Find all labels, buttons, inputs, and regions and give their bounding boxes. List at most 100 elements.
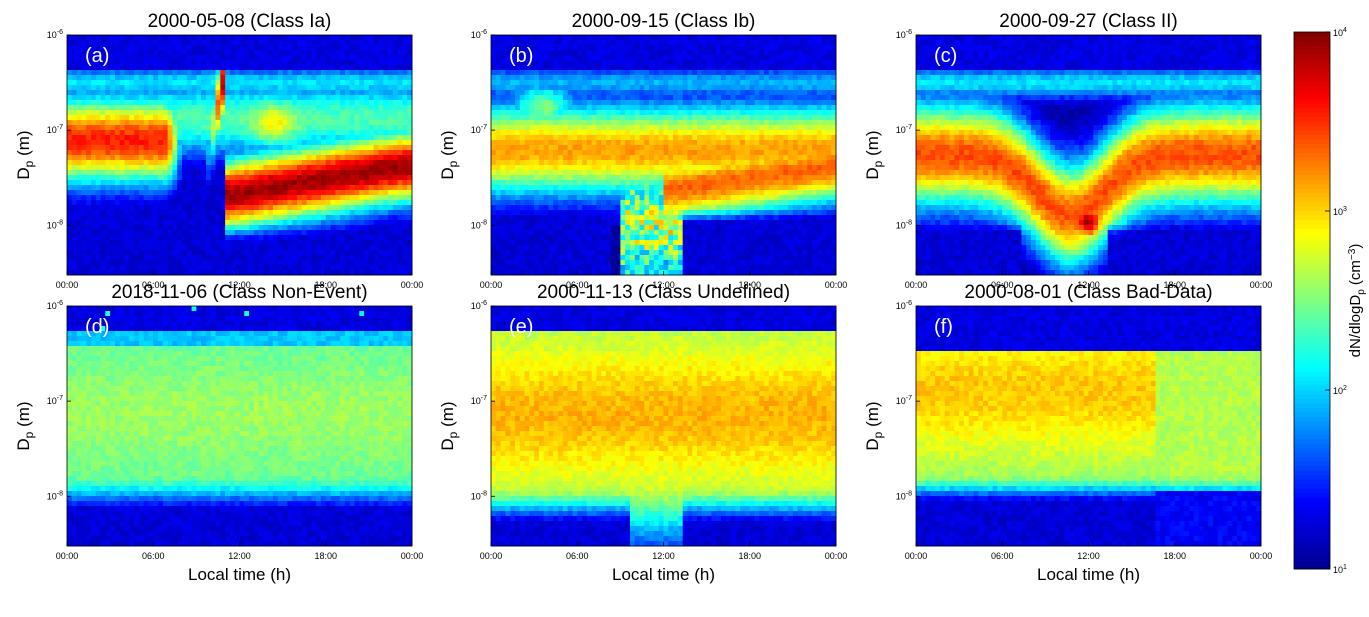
heatmap-cell	[510, 140, 516, 146]
heatmap-cell	[596, 115, 602, 121]
heatmap-cell	[524, 270, 530, 276]
heatmap-cell	[67, 240, 73, 246]
heatmap-cell	[138, 140, 145, 146]
heatmap-cell	[368, 75, 375, 81]
heatmap-cell	[268, 185, 274, 191]
heatmap-cell	[239, 270, 245, 276]
heatmap-cell	[402, 210, 408, 216]
heatmap-cell	[639, 95, 645, 101]
heatmap-cell	[620, 65, 626, 71]
heatmap-cell	[543, 60, 549, 66]
heatmap-cell	[186, 60, 192, 66]
heatmap-cell	[143, 130, 149, 136]
heatmap-cell	[548, 165, 554, 171]
heatmap-cell	[601, 65, 607, 71]
heatmap-cell	[119, 120, 125, 126]
heatmap-cell	[119, 100, 125, 106]
heatmap-cell	[577, 175, 583, 181]
heatmap-cell	[220, 245, 226, 251]
heatmap-cell	[586, 55, 593, 61]
heatmap-cell	[639, 125, 645, 131]
heatmap-cell	[148, 100, 154, 106]
heatmap-cell	[282, 165, 288, 171]
heatmap-cell	[519, 220, 525, 226]
heatmap-cell	[572, 40, 578, 46]
heatmap-cell	[639, 120, 645, 126]
heatmap-cell	[514, 265, 521, 271]
heatmap-cell	[510, 40, 516, 46]
heatmap-cell	[167, 265, 173, 271]
heatmap-cell	[402, 105, 408, 111]
heatmap-cell	[615, 70, 621, 76]
heatmap-cell	[514, 135, 521, 141]
heatmap-cell	[558, 100, 564, 106]
heatmap-cell	[124, 225, 130, 231]
heatmap-cell	[495, 70, 501, 76]
heatmap-cell	[625, 160, 631, 166]
heatmap-cell	[354, 155, 360, 161]
heatmap-cell	[105, 230, 111, 236]
heatmap-cell	[330, 65, 336, 71]
heatmap-cell	[610, 235, 616, 241]
heatmap-cell	[625, 115, 631, 121]
heatmap-cell	[629, 235, 636, 241]
heatmap-cell	[529, 260, 535, 266]
heatmap-cell	[548, 220, 554, 226]
heatmap-cell	[316, 165, 322, 171]
heatmap-cell	[534, 175, 540, 181]
heatmap-cell	[558, 180, 564, 186]
heatmap-cell	[354, 115, 360, 121]
heatmap-cell	[90, 40, 97, 46]
heatmap-cell	[148, 150, 154, 156]
heatmap-cell	[606, 235, 612, 241]
heatmap-cell	[378, 65, 384, 71]
heatmap-cell	[340, 180, 346, 186]
heatmap-cell	[582, 65, 588, 71]
heatmap-cell	[167, 105, 173, 111]
heatmap-cell	[287, 270, 293, 276]
heatmap-cell	[558, 245, 564, 251]
heatmap-cell	[514, 115, 521, 121]
heatmap-cell	[364, 190, 370, 196]
heatmap-cell	[510, 225, 516, 231]
heatmap-cell	[378, 140, 384, 146]
heatmap-cell	[553, 270, 559, 276]
heatmap-cell	[205, 65, 212, 71]
heatmap-cell	[500, 205, 506, 211]
heatmap-cell	[244, 90, 250, 96]
heatmap-cell	[567, 265, 573, 271]
heatmap-cell	[325, 50, 331, 56]
heatmap-cell	[292, 240, 298, 246]
heatmap-cell	[258, 150, 264, 156]
heatmap-cell	[186, 270, 192, 276]
heatmap-cell	[76, 210, 82, 216]
heatmap-cell	[349, 220, 355, 226]
heatmap-cell	[67, 130, 73, 136]
heatmap-cell	[567, 225, 573, 231]
heatmap-cell	[67, 120, 73, 126]
heatmap-cell	[491, 220, 497, 226]
heatmap-cell	[567, 100, 573, 106]
heatmap-cell	[364, 105, 370, 111]
heatmap-cell	[105, 270, 111, 276]
heatmap-cell	[162, 80, 169, 86]
heatmap-cell	[287, 175, 293, 181]
heatmap-cell	[378, 235, 384, 241]
heatmap-cell	[553, 170, 559, 176]
heatmap-cell	[344, 50, 351, 56]
heatmap-cell	[634, 170, 640, 176]
heatmap-cell	[90, 230, 97, 236]
heatmap-cell	[519, 125, 525, 131]
heatmap-cell	[205, 240, 212, 246]
heatmap-cell	[249, 45, 255, 51]
heatmap-cell	[301, 180, 307, 186]
heatmap-cell	[129, 100, 135, 106]
heatmap-cell	[629, 230, 636, 236]
heatmap-cell	[606, 125, 612, 131]
heatmap-cell	[397, 60, 403, 66]
heatmap-cell	[143, 60, 149, 66]
heatmap-cell	[244, 235, 250, 241]
heatmap-cell	[297, 115, 303, 121]
heatmap-cell	[205, 90, 212, 96]
heatmap-cell	[215, 75, 221, 81]
